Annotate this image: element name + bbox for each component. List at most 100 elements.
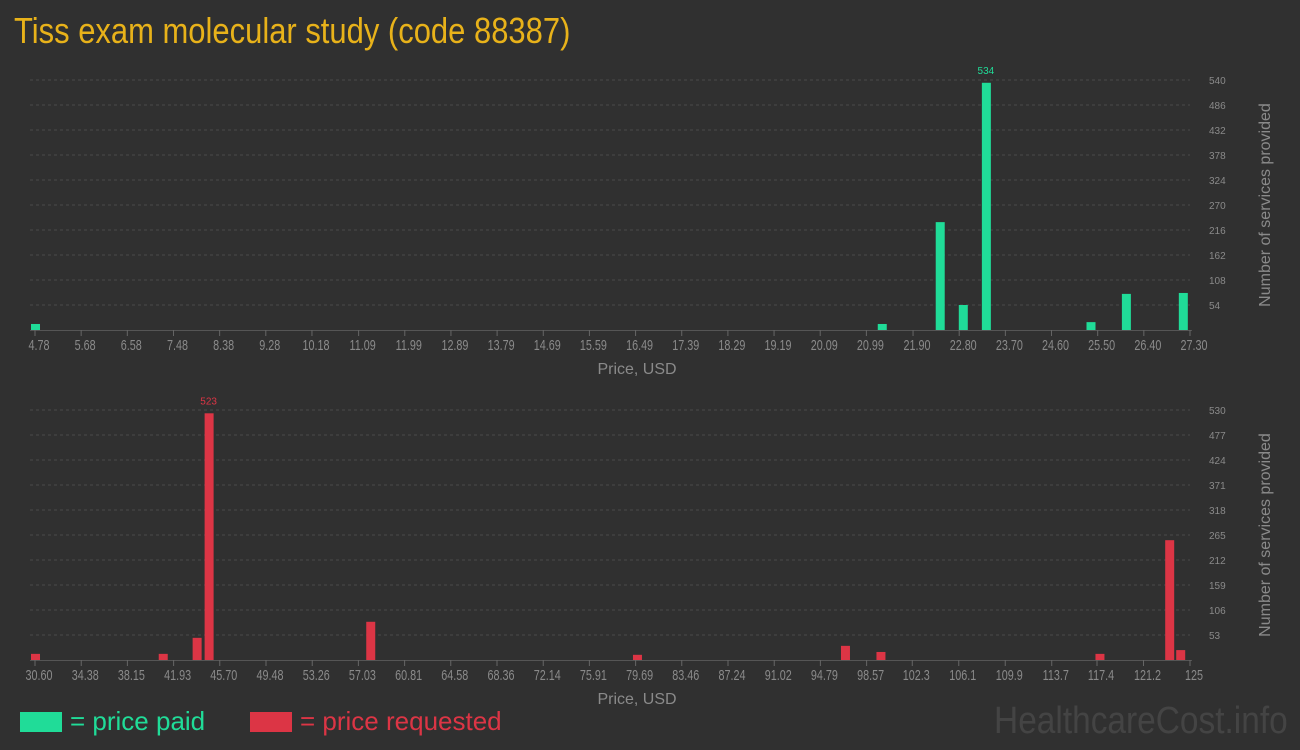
chart1-x-tick-label: 12.89 xyxy=(441,336,468,353)
chart2-x-tick-label: 109.9 xyxy=(996,666,1023,683)
chart1-x-tick-label: 24.60 xyxy=(1042,336,1069,353)
chart2-x-tick-label: 79.69 xyxy=(626,666,653,683)
chart1-x-tick-label: 11.09 xyxy=(350,336,376,353)
legend-paid-label: = price paid xyxy=(70,706,206,736)
chart1-x-tick-label: 19.19 xyxy=(765,336,792,353)
chart1-x-tick-label: 9.28 xyxy=(259,336,280,353)
chart2-y-tick-label: 212 xyxy=(1209,556,1226,567)
chart1-x-tick-label: 18.29 xyxy=(718,336,745,353)
chart2-x-tick-label: 113.7 xyxy=(1043,666,1069,683)
chart1-bar xyxy=(1178,292,1188,330)
legend-paid: = price paid xyxy=(20,706,205,737)
chart2-x-tick-label: 83.46 xyxy=(672,666,699,683)
chart1-bar xyxy=(1086,322,1096,330)
chart2-bar xyxy=(366,621,376,660)
chart1-x-tick-label: 7.48 xyxy=(167,336,188,353)
chart1-y-tick-label: 540 xyxy=(1209,76,1226,87)
chart2-x-tick-label: 117.4 xyxy=(1088,666,1114,683)
chart2-bar xyxy=(876,651,886,660)
chart1-x-tick-label: 11.99 xyxy=(396,336,422,353)
chart2-x-tick-label: 57.03 xyxy=(349,666,376,683)
chart2-y-tick-label: 106 xyxy=(1209,606,1226,617)
chart1-y-tick-label: 432 xyxy=(1209,126,1226,137)
chart1-bar xyxy=(877,323,887,330)
chart2-x-tick-label: 72.14 xyxy=(534,666,561,683)
legend-requested: = price requested xyxy=(250,706,502,737)
watermark: HealthcareCost.info xyxy=(994,700,1288,742)
chart2-x-tick-label: 68.36 xyxy=(488,666,515,683)
chart2-max-value-label: 523 xyxy=(200,396,217,407)
chart2-x-tick-label: 38.15 xyxy=(118,666,145,683)
chart1-y-axis-label: Number of services provided xyxy=(1257,103,1274,307)
chart1-x-tick-label: 20.99 xyxy=(857,336,884,353)
chart1-x-tick-label: 8.38 xyxy=(213,336,234,353)
chart2-x-tick-label: 34.38 xyxy=(72,666,99,683)
chart1-y-tick-label: 216 xyxy=(1209,226,1226,237)
chart1-y-tick-label: 54 xyxy=(1209,301,1221,312)
chart1-x-tick-label: 20.09 xyxy=(811,336,838,353)
chart2-bar xyxy=(1095,653,1105,660)
chart1-x-tick-label: 21.90 xyxy=(904,336,931,353)
chart1-x-tick-label: 25.50 xyxy=(1088,336,1115,353)
chart2-bar xyxy=(632,654,642,660)
chart2-x-tick-label: 75.91 xyxy=(580,666,607,683)
chart1-x-tick-label: 6.58 xyxy=(121,336,142,353)
chart1-x-tick-label: 14.69 xyxy=(534,336,561,353)
chart2-bar xyxy=(1176,650,1186,660)
chart2-x-axis-label: Price, USD xyxy=(597,691,676,708)
chart1-x-tick-label: 22.80 xyxy=(950,336,977,353)
chart2-bar xyxy=(158,653,168,660)
chart1-bar xyxy=(935,222,945,330)
chart1-bar xyxy=(31,323,40,330)
chart2-x-tick-label: 49.48 xyxy=(257,666,284,683)
chart2-bar xyxy=(31,653,40,660)
chart2-y-tick-label: 530 xyxy=(1209,406,1226,417)
chart1-y-tick-label: 324 xyxy=(1209,176,1226,187)
chart2-x-tick-label: 125 xyxy=(1185,666,1203,683)
chart2-x-tick-label: 87.24 xyxy=(719,666,746,683)
chart2-y-tick-label: 265 xyxy=(1209,531,1226,542)
legend-paid-swatch xyxy=(20,711,62,732)
chart1-x-tick-label: 26.40 xyxy=(1134,336,1161,353)
chart1-bar xyxy=(1121,293,1131,330)
chart2-y-tick-label: 318 xyxy=(1209,506,1226,517)
chart2-bar xyxy=(192,637,202,660)
chart1-y-tick-label: 162 xyxy=(1209,251,1226,262)
chart2-x-tick-label: 60.81 xyxy=(395,666,422,683)
chart2-x-tick-label: 98.57 xyxy=(857,666,884,683)
chart2-x-tick-label: 45.70 xyxy=(210,666,237,683)
chart2-x-tick-label: 106.1 xyxy=(949,666,976,683)
chart2-bar xyxy=(1165,540,1175,660)
chart2-x-tick-label: 30.60 xyxy=(26,666,53,683)
chart1-bar xyxy=(981,82,991,331)
chart1-x-tick-label: 5.68 xyxy=(75,336,96,353)
chart2-bar xyxy=(204,413,214,660)
chart2-x-tick-label: 64.58 xyxy=(441,666,468,683)
chart1-y-tick-label: 486 xyxy=(1209,101,1226,112)
chart2-y-tick-label: 371 xyxy=(1209,481,1226,492)
chart1-x-tick-label: 10.18 xyxy=(302,336,329,353)
chart2-x-tick-label: 121.2 xyxy=(1134,666,1161,683)
legend-requested-swatch xyxy=(250,711,292,732)
legend-requested-label: = price requested xyxy=(300,706,502,736)
chart1-bar xyxy=(958,305,968,330)
chart1-x-tick-label: 15.59 xyxy=(580,336,607,353)
chart1-x-tick-label: 16.49 xyxy=(626,336,653,353)
chart1-y-tick-label: 378 xyxy=(1209,151,1226,162)
chart2-bar xyxy=(840,645,850,660)
chart2-x-tick-label: 53.26 xyxy=(303,666,330,683)
chart2-y-tick-label: 53 xyxy=(1209,631,1221,642)
chart1-x-tick-label: 13.79 xyxy=(488,336,515,353)
chart2-x-tick-label: 91.02 xyxy=(765,666,792,683)
chart2-y-tick-label: 477 xyxy=(1209,431,1226,442)
chart2-y-axis-label: Number of services provided xyxy=(1257,433,1274,637)
chart1-x-tick-label: 4.78 xyxy=(29,336,50,353)
chart2-x-tick-label: 102.3 xyxy=(903,666,930,683)
chart2-y-tick-label: 424 xyxy=(1209,456,1226,467)
chart1-y-tick-label: 270 xyxy=(1209,201,1226,212)
page-title: Tiss exam molecular study (code 88387) xyxy=(14,10,571,51)
chart2-y-tick-label: 159 xyxy=(1209,581,1226,592)
chart2-x-tick-label: 41.93 xyxy=(164,666,191,683)
chart2-x-tick-label: 94.79 xyxy=(811,666,838,683)
